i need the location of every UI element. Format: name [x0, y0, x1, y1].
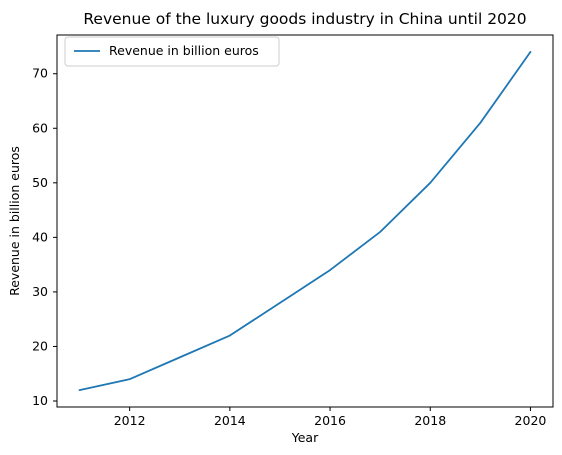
y-tick-label: 60 — [32, 120, 48, 135]
y-tick-label: 30 — [32, 284, 48, 299]
x-tick-label: 2018 — [414, 413, 446, 428]
legend-label: Revenue in billion euros — [109, 43, 259, 58]
y-axis-label: Revenue in billion euros — [7, 146, 22, 296]
x-tick-label: 2016 — [314, 413, 346, 428]
legend-box — [64, 36, 280, 67]
y-tick-label: 40 — [32, 229, 48, 244]
y-tick-label: 10 — [32, 393, 48, 408]
x-axis-label: Year — [291, 430, 319, 445]
x-tick-label: 2012 — [114, 413, 146, 428]
plot-border — [56, 34, 554, 408]
plot-area — [56, 34, 554, 408]
y-axis-ticks: 10 20 30 40 50 60 70 — [32, 66, 57, 408]
y-tick-label: 20 — [32, 338, 48, 353]
legend: Revenue in billion euros — [64, 36, 280, 67]
chart-title: Revenue of the luxury goods industry in … — [83, 10, 526, 28]
series-layer — [78, 51, 532, 391]
y-tick-label: 50 — [32, 175, 48, 190]
revenue-series-line — [78, 51, 532, 391]
y-tick-label: 70 — [32, 66, 48, 81]
x-axis-ticks: 2012 2014 2016 2018 2020 — [114, 407, 547, 428]
x-tick-label: 2020 — [515, 413, 547, 428]
x-tick-label: 2014 — [214, 413, 246, 428]
